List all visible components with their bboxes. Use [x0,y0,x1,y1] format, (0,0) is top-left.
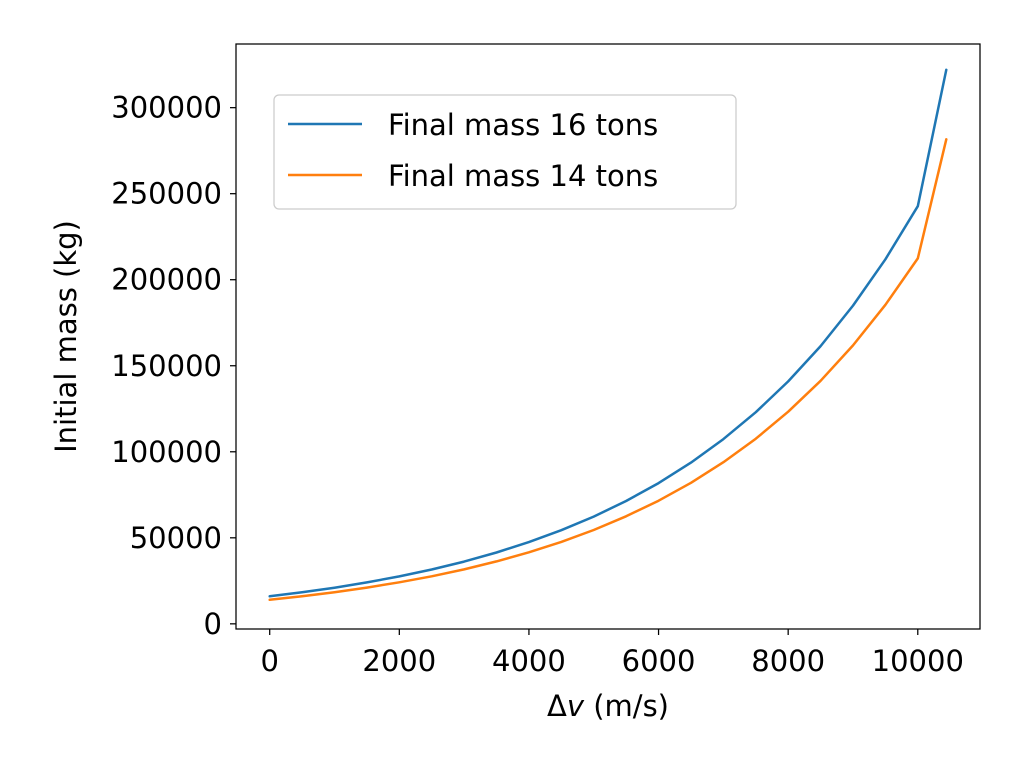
series-line-1 [268,68,948,598]
x-tick-label: 0 [260,644,278,678]
legend-box [273,94,737,210]
x-axis-label: Δv (m/s) [547,689,669,723]
y-tick-label: 150000 [111,349,222,383]
x-axis-label-prefix: Δ [547,689,567,723]
y-tick-label: 300000 [111,91,222,125]
y-tick-label: 0 [204,607,222,641]
series-line-2 [268,138,948,602]
x-tick-label: 6000 [622,644,696,678]
legend-label-2: Final mass 14 tons [388,159,658,193]
plot-lines [268,68,948,602]
y-tick-label: 50000 [130,521,222,555]
x-tick-label: 10000 [872,644,964,678]
x-tick-label: 2000 [362,644,436,678]
x-tick-label: 8000 [751,644,825,678]
axes-frame [235,43,981,630]
y-tick-label: 100000 [111,435,222,469]
y-axis-label: Initial mass (kg) [49,220,83,453]
legend: Final mass 16 tons Final mass 14 tons [273,94,737,210]
y-tick-label: 250000 [111,177,222,211]
x-axis-label-unit: (m/s) [584,689,669,723]
y-axis-ticks: 0 50000 100000 150000 200000 250000 300000 [111,91,236,641]
y-tick-label: 200000 [111,263,222,297]
legend-label-1: Final mass 16 tons [388,108,658,142]
x-axis-label-variable: v [567,689,585,723]
x-axis-ticks: 0 2000 4000 6000 8000 10000 [260,629,964,678]
x-tick-label: 4000 [492,644,566,678]
